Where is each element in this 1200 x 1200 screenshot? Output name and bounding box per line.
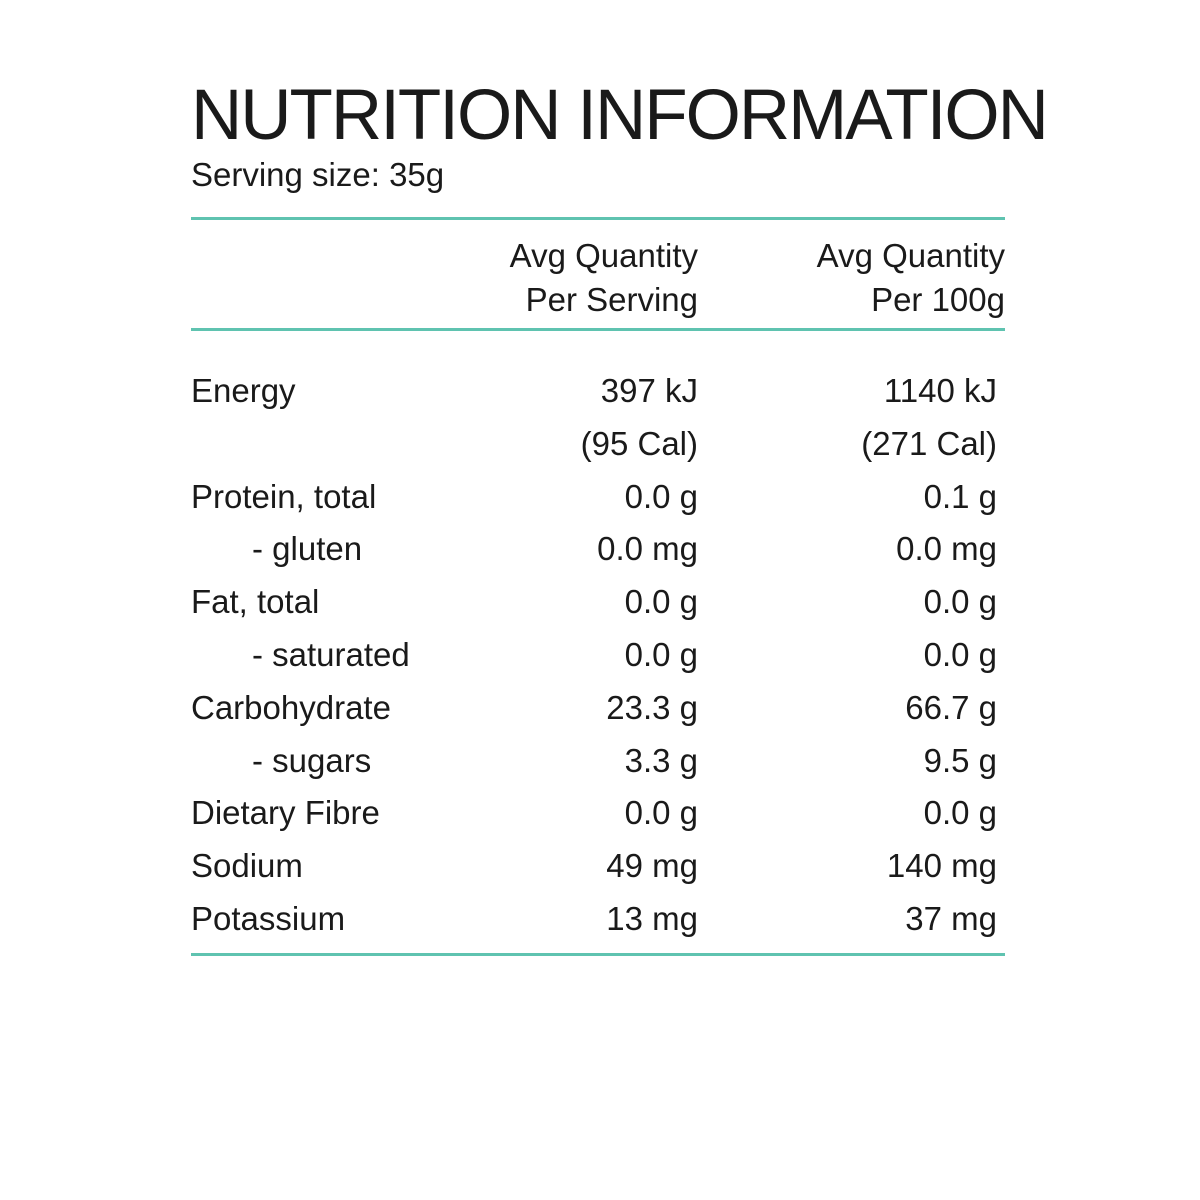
table-row: Potassium 13 mg 37 mg	[191, 893, 1005, 946]
per-serving-value: 0.0 g	[624, 583, 698, 621]
bottom-divider	[191, 953, 1005, 956]
per-serving-value: (95 Cal)	[580, 424, 698, 462]
header-per-100g-line2: Per 100g	[871, 281, 1005, 318]
nutrient-label: Protein, total	[191, 477, 377, 515]
per-100g-value: 0.0 mg	[896, 530, 997, 568]
per-serving-value: 397 kJ	[600, 372, 698, 409]
per-serving-value: 0.0 mg	[597, 530, 698, 568]
per-100g-value: 0.0 g	[923, 583, 997, 621]
per-100g-value: 9.5 g	[923, 741, 997, 779]
table-row: Dietary Fibre 0.0 g 0.0 g	[191, 787, 1005, 840]
header-per-serving-line2: Per Serving	[525, 281, 698, 318]
nutrient-label: - sugars	[252, 741, 372, 779]
table-row: (95 Cal) (271 Cal)	[191, 418, 1005, 471]
nutrient-label: Dietary Fibre	[191, 794, 380, 832]
table-row: Sodium 49 mg 140 mg	[191, 840, 1005, 893]
nutrient-label: Fat, total	[191, 583, 320, 621]
table-row: - gluten 0.0 mg 0.0 mg	[191, 523, 1005, 576]
nutrient-table: Energy 397 kJ 1140 kJ (95 Cal) (271 Cal)…	[191, 331, 1005, 953]
per-serving-value: 0.0 g	[624, 635, 698, 673]
table-row: Fat, total 0.0 g 0.0 g	[191, 576, 1005, 629]
column-header: Avg Quantity Per Serving Avg Quantity Pe…	[191, 220, 1005, 328]
table-row: Energy 397 kJ 1140 kJ	[191, 365, 1005, 418]
nutrient-label: Energy	[191, 372, 296, 409]
table-row: Carbohydrate 23.3 g 66.7 g	[191, 682, 1005, 735]
per-100g-value: 66.7 g	[905, 688, 997, 726]
per-100g-value: 37 mg	[905, 899, 997, 937]
per-serving-value: 49 mg	[606, 847, 698, 885]
per-100g-value: 0.0 g	[923, 635, 997, 673]
per-100g-value: 140 mg	[886, 847, 997, 885]
nutrient-label: Sodium	[191, 847, 303, 885]
header-per-serving: Avg Quantity Per Serving	[510, 234, 698, 322]
nutrient-label: Carbohydrate	[191, 688, 391, 726]
nutrition-panel: NUTRITION INFORMATION Serving size: 35g …	[191, 76, 1049, 956]
page-title: NUTRITION INFORMATION	[191, 76, 1049, 155]
header-per-serving-line1: Avg Quantity	[509, 237, 698, 274]
nutrient-label: - gluten	[252, 530, 363, 568]
nutrient-label: - saturated	[252, 635, 410, 673]
top-divider	[191, 217, 1005, 220]
table-row: - saturated 0.0 g 0.0 g	[191, 629, 1005, 682]
per-100g-value: 1140 kJ	[883, 372, 997, 409]
per-100g-value: 0.0 g	[923, 794, 997, 832]
per-serving-value: 23.3 g	[606, 688, 698, 726]
per-serving-value: 3.3 g	[624, 741, 698, 779]
header-divider	[191, 328, 1005, 331]
header-per-100g: Avg Quantity Per 100g	[817, 234, 1005, 322]
per-100g-value: (271 Cal)	[861, 424, 997, 462]
per-serving-value: 0.0 g	[624, 794, 698, 832]
header-per-100g-line1: Avg Quantity	[816, 237, 1005, 274]
per-serving-value: 0.0 g	[624, 477, 698, 515]
per-serving-value: 13 mg	[606, 899, 698, 937]
table-row: Protein, total 0.0 g 0.1 g	[191, 471, 1005, 524]
nutrient-label: Potassium	[191, 899, 346, 937]
serving-size: Serving size: 35g	[191, 156, 445, 193]
per-100g-value: 0.1 g	[923, 477, 997, 515]
table-row: - sugars 3.3 g 9.5 g	[191, 735, 1005, 788]
